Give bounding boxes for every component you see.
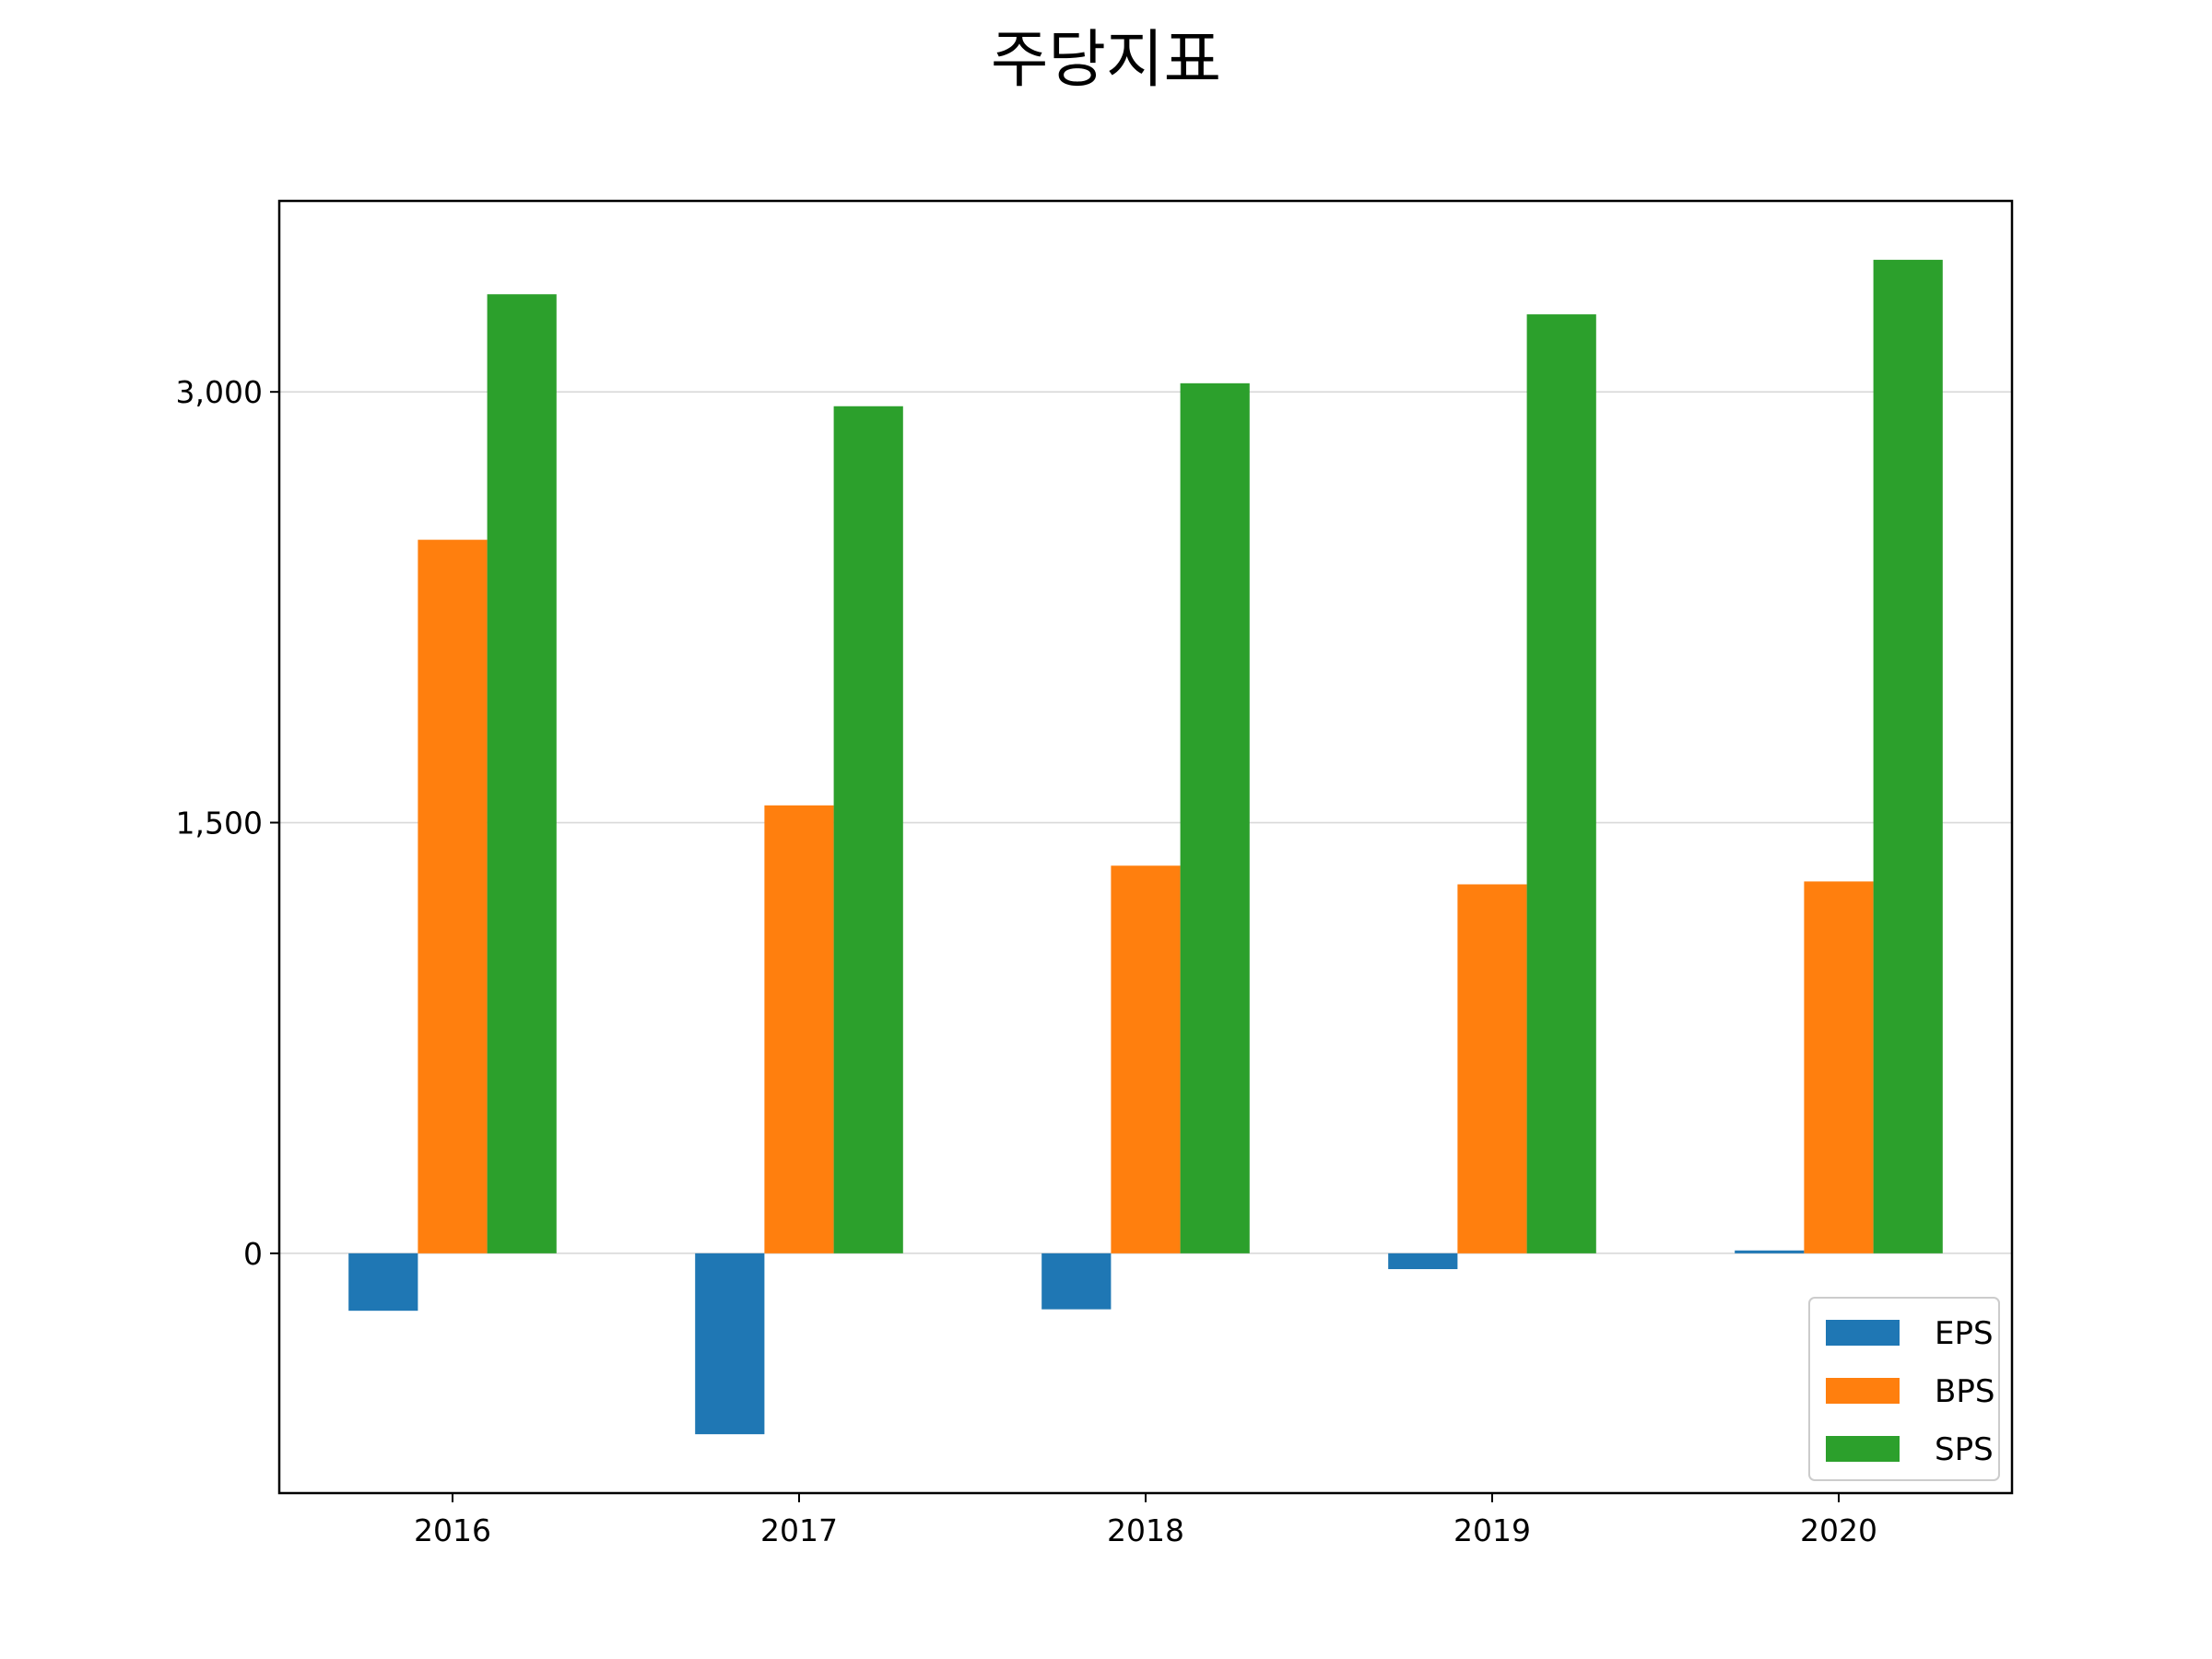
bar-eps-2016 — [348, 1253, 418, 1312]
bar-sps-2019 — [1526, 314, 1596, 1253]
x-tick-label: 2018 — [1107, 1512, 1184, 1548]
bar-sps-2018 — [1180, 382, 1250, 1253]
legend-label-eps: EPS — [1935, 1315, 1994, 1352]
bar-eps-2017 — [695, 1253, 765, 1435]
legend-label-sps: SPS — [1935, 1431, 1994, 1468]
x-tick-label: 2019 — [1453, 1512, 1531, 1548]
x-tick-label: 2017 — [760, 1512, 838, 1548]
y-axis: 0 1,500 3,000 — [176, 374, 279, 1272]
x-axis: 2016 2017 2018 2019 2020 — [414, 1493, 1877, 1548]
bar-bps-2020 — [1804, 881, 1874, 1253]
y-tick-label: 0 — [243, 1236, 263, 1272]
bar-bps-2019 — [1457, 884, 1527, 1253]
bar-bps-2017 — [764, 805, 834, 1253]
bar-sps-2016 — [487, 294, 557, 1253]
bar-bps-2016 — [418, 539, 488, 1253]
bar-bps-2018 — [1111, 865, 1181, 1253]
legend-label-bps: BPS — [1935, 1373, 1994, 1410]
bar-eps-2018 — [1041, 1253, 1112, 1310]
bar-sps-2017 — [833, 406, 903, 1253]
x-tick-label: 2016 — [414, 1512, 491, 1548]
bars — [348, 259, 1943, 1435]
legend: EPS BPS SPS — [1808, 1297, 2000, 1481]
x-tick-label: 2020 — [1800, 1512, 1877, 1548]
legend-swatch-bps — [1826, 1378, 1900, 1404]
legend-swatch-sps — [1826, 1436, 1900, 1462]
legend-swatch-eps — [1826, 1320, 1900, 1346]
y-tick-label: 3,000 — [176, 374, 263, 410]
bar-sps-2020 — [1873, 259, 1943, 1253]
y-tick-label: 1,500 — [176, 806, 263, 841]
bar-eps-2020 — [1735, 1250, 1805, 1253]
chart-title: 주당지표 — [991, 24, 1221, 97]
bar-eps-2019 — [1388, 1253, 1458, 1269]
